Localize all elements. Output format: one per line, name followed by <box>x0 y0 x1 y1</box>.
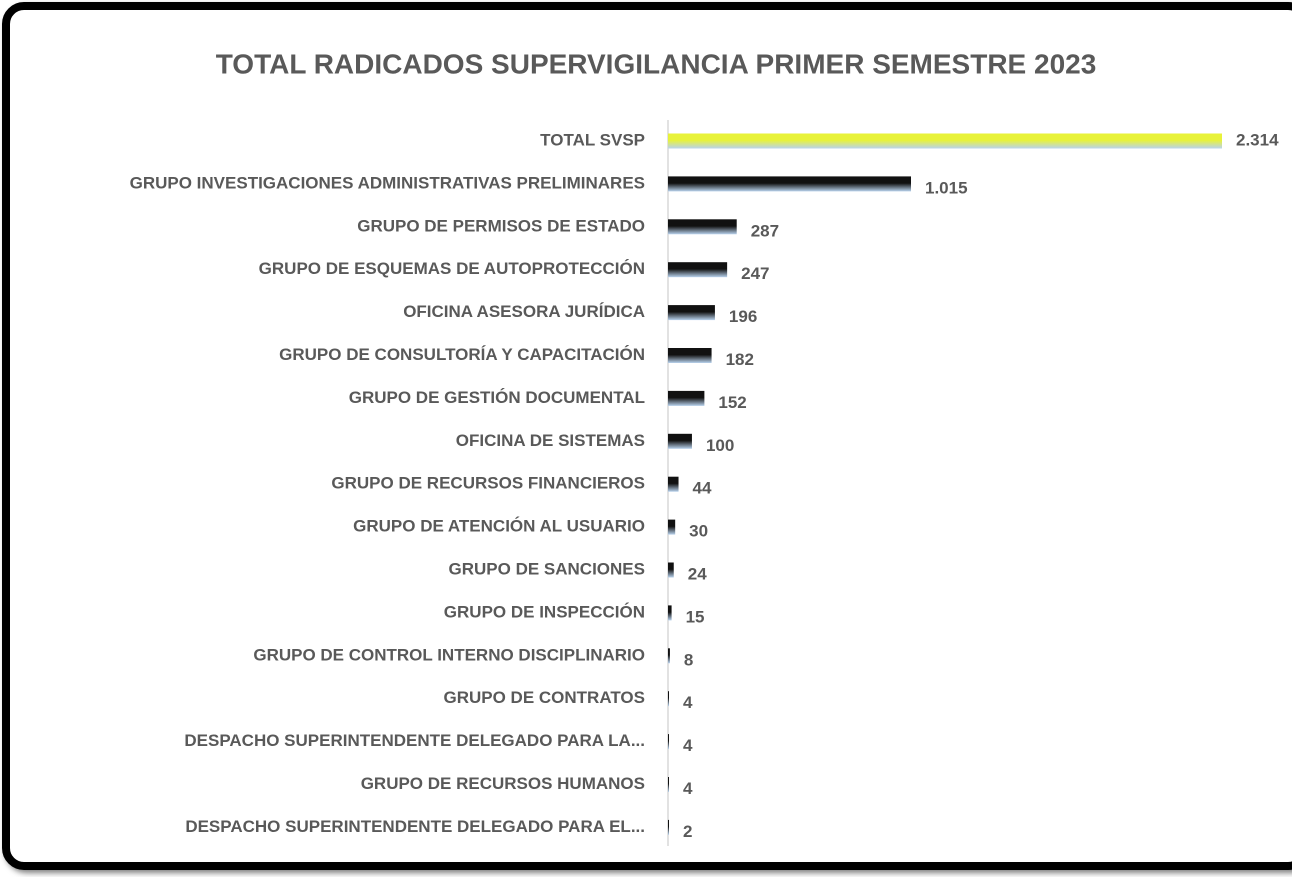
bar <box>668 262 728 278</box>
data-label: 4 <box>683 779 693 798</box>
bar <box>668 777 669 792</box>
data-label: 4 <box>683 693 693 712</box>
data-label: 1.015 <box>925 178 968 197</box>
bar <box>668 734 669 750</box>
bar <box>668 219 737 235</box>
chart-title: TOTAL RADICADOS SUPERVIGILANCIA PRIMER S… <box>216 48 1097 79</box>
data-label: 4 <box>683 736 693 755</box>
data-label: 44 <box>693 479 712 498</box>
category-label: GRUPO DE CONTRATOS <box>444 688 646 707</box>
category-label: GRUPO DE GESTIÓN DOCUMENTAL <box>349 388 645 407</box>
bar <box>668 348 712 363</box>
category-label: GRUPO INVESTIGACIONES ADMINISTRATIVAS PR… <box>130 173 645 192</box>
data-label: 196 <box>729 307 757 326</box>
data-label: 152 <box>718 393 746 412</box>
bar <box>668 519 676 535</box>
category-label: OFICINA DE SISTEMAS <box>456 431 645 450</box>
bar <box>668 390 705 406</box>
data-label: 247 <box>741 264 769 283</box>
bar <box>668 176 912 192</box>
category-label: GRUPO DE CONTROL INTERNO DISCIPLINARIO <box>253 645 645 664</box>
category-label: DESPACHO SUPERINTENDENTE DELEGADO PARA E… <box>185 817 645 836</box>
category-label: DESPACHO SUPERINTENDENTE DELEGADO PARA L… <box>184 731 645 750</box>
data-label: 182 <box>726 350 754 369</box>
category-label: TOTAL SVSP <box>540 130 645 149</box>
bar <box>668 691 669 707</box>
category-label: GRUPO DE INSPECCIÓN <box>444 602 645 621</box>
category-label: GRUPO DE ATENCIÓN AL USUARIO <box>353 517 645 536</box>
data-label: 2 <box>683 822 692 841</box>
bar <box>668 305 715 321</box>
data-label: 15 <box>686 607 705 626</box>
category-label: GRUPO DE PERMISOS DE ESTADO <box>357 216 645 235</box>
bar <box>668 476 679 492</box>
bar <box>668 133 1222 149</box>
category-label: GRUPO DE SANCIONES <box>449 559 645 578</box>
category-label: OFICINA ASESORA JURÍDICA <box>403 302 645 321</box>
bar <box>668 562 674 578</box>
category-label: GRUPO DE RECURSOS FINANCIEROS <box>331 474 645 493</box>
data-label: 100 <box>706 436 734 455</box>
bar <box>668 433 692 449</box>
data-label: 30 <box>689 522 708 541</box>
data-label: 287 <box>751 221 779 240</box>
data-label: 24 <box>688 564 707 583</box>
data-label: 8 <box>684 650 693 669</box>
category-label: GRUPO DE CONSULTORÍA Y CAPACITACIÓN <box>279 345 645 364</box>
bar <box>668 819 669 835</box>
category-label: GRUPO DE RECURSOS HUMANOS <box>361 774 645 793</box>
bar <box>668 648 670 664</box>
bar <box>668 605 672 621</box>
data-label: 2.314 <box>1236 130 1279 149</box>
category-label: GRUPO DE ESQUEMAS DE AUTOPROTECCIÓN <box>259 259 645 278</box>
